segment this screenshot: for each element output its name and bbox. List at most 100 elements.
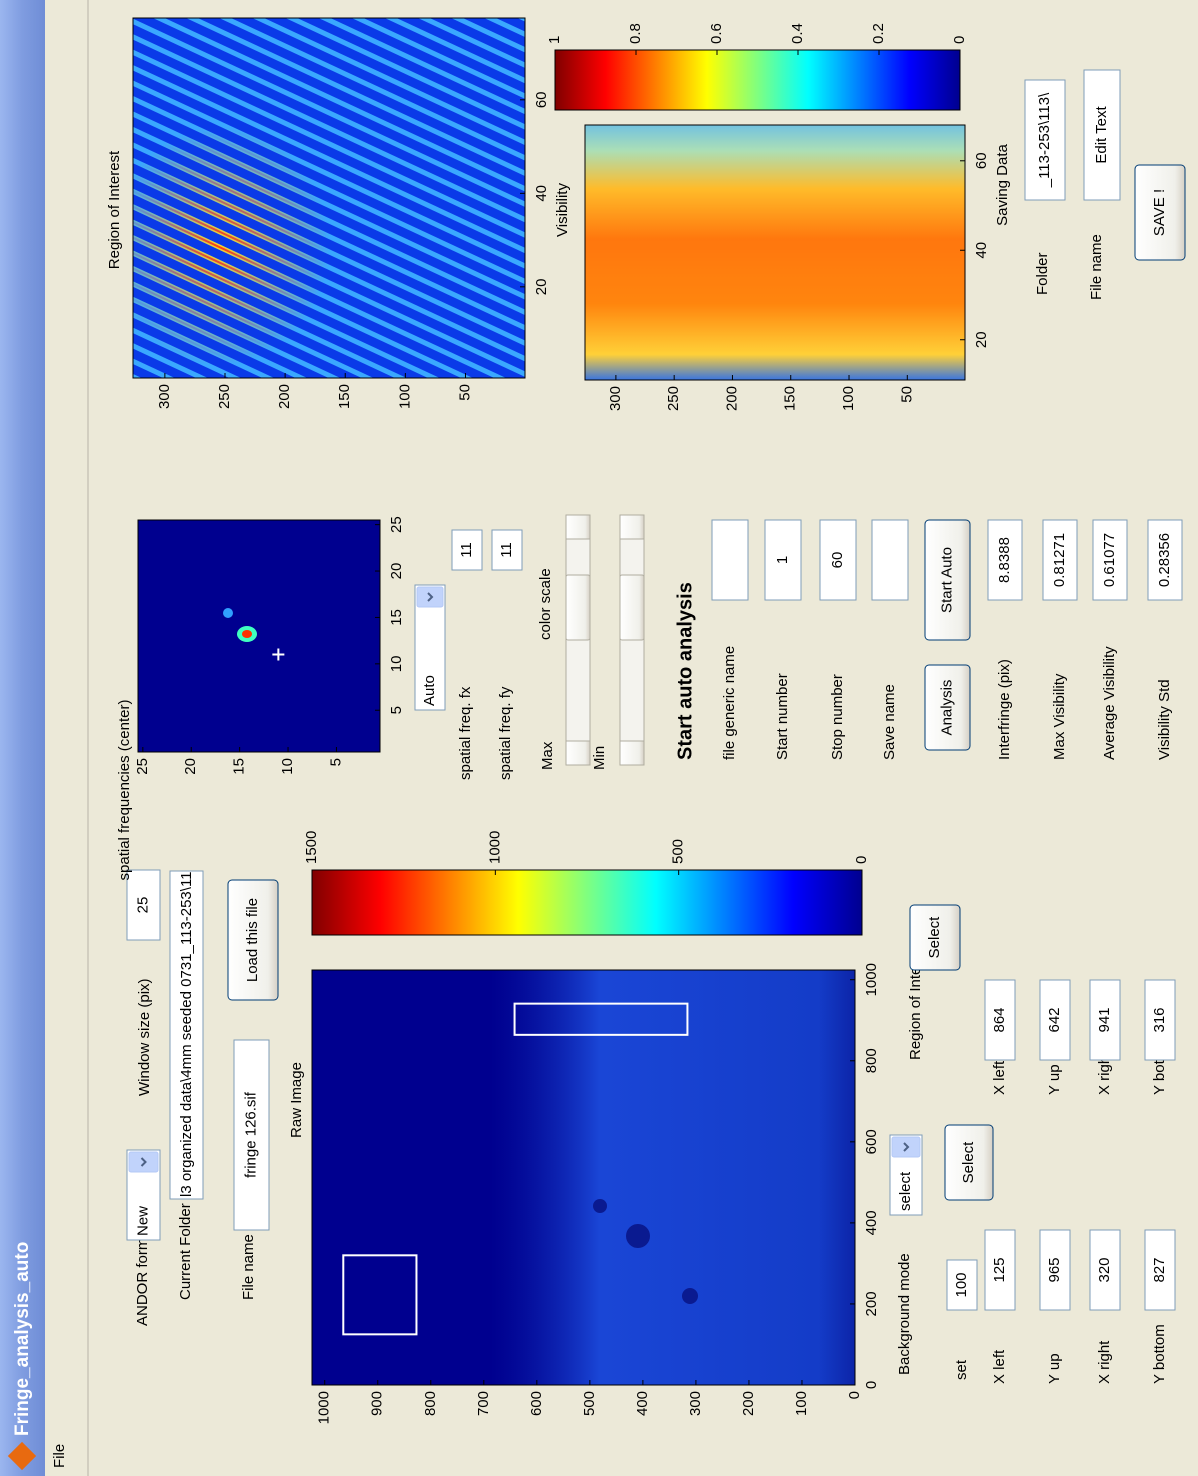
background-select-button-label: Select xyxy=(960,1141,977,1184)
y-tick-label: 800 xyxy=(422,1391,439,1416)
fy-input-text: 11 xyxy=(498,542,515,558)
app-icon xyxy=(7,1441,37,1471)
auto-field-input[interactable] xyxy=(711,519,749,601)
background-mode-dropdown-arrow-button[interactable] xyxy=(891,1136,921,1158)
folder-input[interactable] xyxy=(1024,79,1066,201)
background-field-label: X right xyxy=(1096,1340,1113,1384)
roi-select-button[interactable] xyxy=(909,904,961,971)
fx-input[interactable] xyxy=(451,529,483,571)
max-label: Max xyxy=(539,741,556,770)
roi-select-button-label: Select xyxy=(926,916,943,959)
background-field-label: Y bottom xyxy=(1151,1324,1168,1384)
x-tick-label: 20 xyxy=(388,563,405,580)
min-slider-arrow[interactable] xyxy=(619,740,645,766)
auto-field-label: Save name xyxy=(881,684,898,760)
auto-field-input[interactable] xyxy=(871,519,909,601)
analysis-button[interactable] xyxy=(924,664,971,751)
window-title: Fringe_analysis_auto xyxy=(12,1242,33,1436)
fft-mode-dropdown[interactable] xyxy=(414,584,446,711)
background-field-input[interactable] xyxy=(1144,1229,1176,1311)
y-tick-label: 1000 xyxy=(316,1391,333,1424)
menu-file[interactable]: File xyxy=(51,1444,68,1468)
result-label: Max Visibility xyxy=(1051,673,1068,760)
save-file-name-input[interactable] xyxy=(1083,69,1121,201)
y-tick-label: 15 xyxy=(231,758,248,775)
max-slider-arrow[interactable] xyxy=(565,740,591,766)
result-value[interactable] xyxy=(1092,519,1128,601)
result-label: Visibility Std xyxy=(1156,679,1173,760)
auto-field-input[interactable] xyxy=(764,519,802,601)
roi-field-input[interactable] xyxy=(1039,979,1071,1061)
window-size-label: Window size (pix) xyxy=(136,978,153,1096)
colorbar-tick-label: 0.8 xyxy=(627,23,644,44)
y-tick-label: 150 xyxy=(782,386,799,411)
folder-input-text: _113-253\113\ xyxy=(1036,92,1053,188)
andor-format-dropdown-arrow-button[interactable] xyxy=(128,1151,159,1173)
set-input[interactable] xyxy=(946,1259,978,1311)
colorbar-tick-label: 0 xyxy=(951,36,968,44)
fy-label: spatial freq. fy xyxy=(497,686,514,780)
fft-mode-dropdown-arrow-button[interactable] xyxy=(416,586,444,608)
background-field-label: X left xyxy=(991,1349,1008,1384)
y-tick-label: 150 xyxy=(336,384,353,409)
roi-image-hot-fringes xyxy=(133,18,525,378)
max-slider-thumb[interactable] xyxy=(565,574,591,641)
colorbar-tick-label: 0.6 xyxy=(708,23,725,44)
file-name-input[interactable] xyxy=(233,1039,270,1231)
andor-format-label: ANDOR format xyxy=(134,1224,151,1326)
x-tick-label: 10 xyxy=(388,655,405,672)
result-label: Interfringe (pix) xyxy=(996,659,1013,760)
fy-input[interactable] xyxy=(491,529,523,571)
min-slider-thumb[interactable] xyxy=(619,574,645,641)
x-tick-label: 25 xyxy=(388,516,405,533)
fft-mode-dropdown-chevron xyxy=(427,592,434,602)
roi-field-input[interactable] xyxy=(984,979,1016,1061)
background-select-button[interactable] xyxy=(944,1124,994,1201)
current-folder-label: Current Folder xyxy=(177,1203,194,1300)
auto-field-input[interactable] xyxy=(819,519,857,601)
result-value[interactable] xyxy=(1042,519,1078,601)
min-slider-arrow[interactable] xyxy=(619,514,645,540)
background-field-input[interactable] xyxy=(984,1229,1016,1311)
result-value[interactable] xyxy=(987,519,1023,601)
analysis-button-label: Analysis xyxy=(938,680,955,736)
background-field-label: Y up xyxy=(1046,1353,1063,1384)
current-folder-input[interactable] xyxy=(169,870,204,1200)
x-tick-label: 400 xyxy=(863,1210,880,1235)
y-tick-label: 500 xyxy=(581,1391,598,1416)
save-button-label: SAVE ! xyxy=(1151,189,1168,236)
x-tick-label: 1000 xyxy=(863,963,880,996)
load-button[interactable] xyxy=(227,879,279,1001)
x-tick-label: 200 xyxy=(863,1291,880,1316)
max-slider-arrow[interactable] xyxy=(565,514,591,540)
auto-heading: Start auto analysis xyxy=(674,582,696,760)
y-tick-label: 100 xyxy=(793,1391,810,1416)
window-size-input[interactable] xyxy=(126,869,161,941)
load-button-label: Load this file xyxy=(244,898,261,982)
x-tick-label: 20 xyxy=(533,278,550,295)
start-auto-button[interactable] xyxy=(924,519,971,641)
y-tick-label: 200 xyxy=(276,384,293,409)
visibility-title: Visibility xyxy=(554,183,571,237)
y-tick-label: 100 xyxy=(840,386,857,411)
fft-center-marker xyxy=(272,648,285,661)
x-tick-label: 20 xyxy=(973,331,990,348)
y-tick-label: 200 xyxy=(740,1391,757,1416)
result-value[interactable] xyxy=(1147,519,1183,601)
fft-image-background xyxy=(138,520,380,752)
result-value-text: 0.61077 xyxy=(1101,533,1118,587)
background-field-input[interactable] xyxy=(1039,1229,1071,1311)
fft-peak xyxy=(242,630,252,638)
fft-peak xyxy=(223,608,233,618)
roi-field-input[interactable] xyxy=(1144,979,1176,1061)
start-auto-button-label: Start Auto xyxy=(938,547,955,613)
roi-field-input-text: 864 xyxy=(991,1007,1008,1032)
background-field-input-text: 965 xyxy=(1046,1257,1063,1282)
x-tick-label: 40 xyxy=(973,242,990,259)
background-field-input[interactable] xyxy=(1089,1229,1121,1311)
roi-field-input[interactable] xyxy=(1089,979,1121,1061)
file-name-label: File name xyxy=(240,1234,257,1300)
save-button[interactable] xyxy=(1134,164,1186,261)
set-label: set xyxy=(953,1359,970,1380)
